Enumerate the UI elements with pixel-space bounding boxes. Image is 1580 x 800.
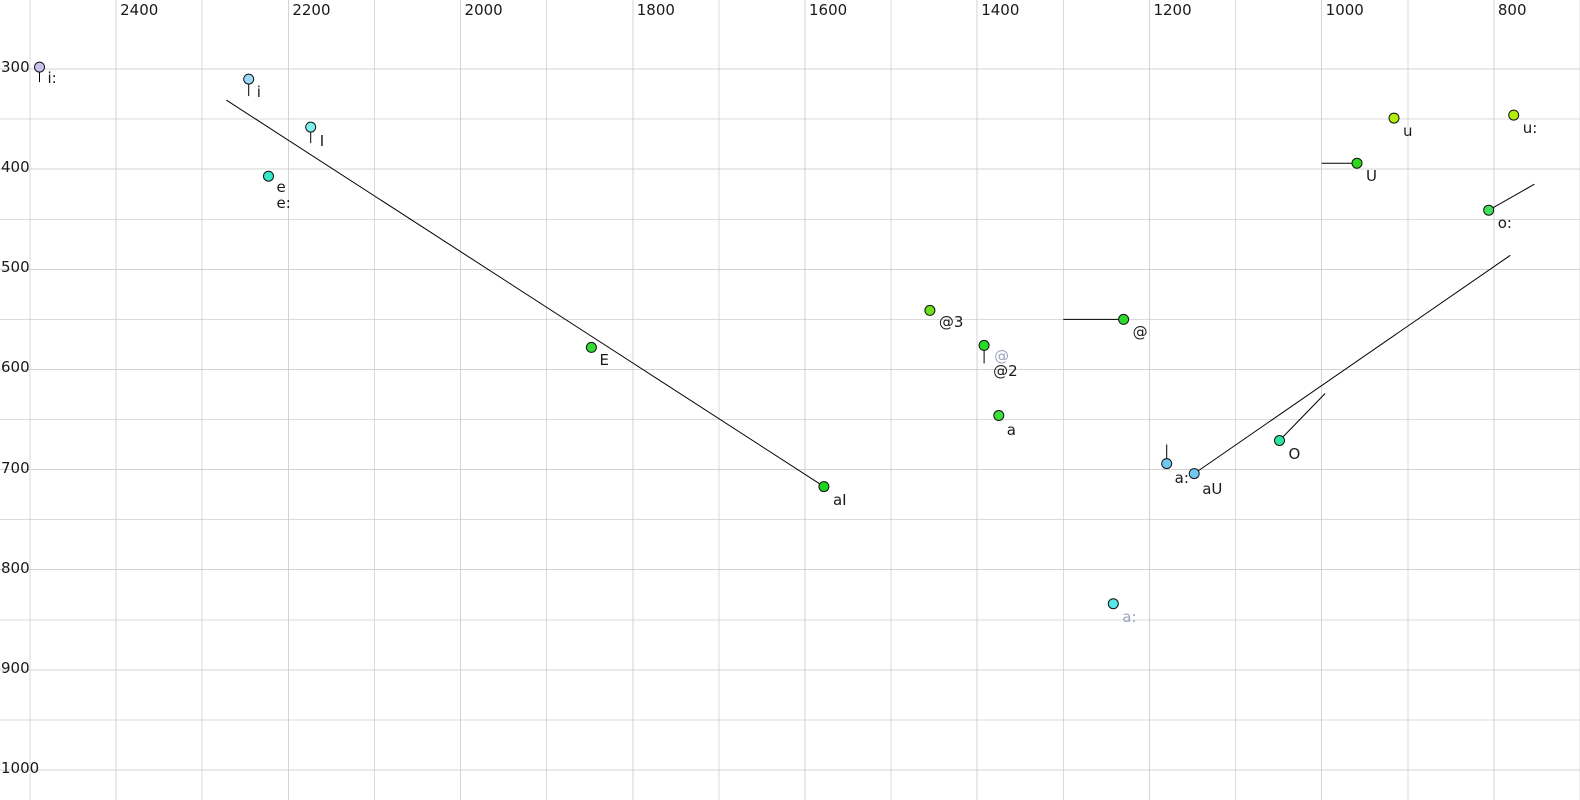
vowel-label: E	[599, 351, 609, 370]
vowel-dot[interactable]	[1483, 204, 1495, 216]
x-tick-label: 2200	[292, 1, 331, 19]
x-tick-label: 1800	[636, 1, 675, 19]
y-tick-label: 800	[1, 558, 30, 577]
x-tick-label: 800	[1497, 1, 1527, 19]
vowel-dot[interactable]	[34, 61, 45, 73]
vowel-label: a:	[1174, 468, 1189, 487]
vowel-dot[interactable]	[818, 481, 830, 493]
x-tick-label: 1000	[1325, 1, 1364, 19]
vowel-label: o:	[1497, 214, 1512, 233]
diphthong-aI-track	[226, 99, 825, 488]
o-track	[1488, 183, 1535, 211]
vowel-dot[interactable]	[263, 170, 274, 182]
vowel-label: aU	[1202, 479, 1223, 498]
vowel-dot[interactable]	[1351, 157, 1363, 169]
y-tick-label: 1000	[1, 758, 40, 777]
vowel-dot[interactable]	[1118, 313, 1130, 325]
y-tick-label: 300	[1, 58, 30, 77]
vowel-label: i:	[47, 69, 57, 88]
vowel-dot[interactable]	[1274, 435, 1285, 446]
vowel-dot[interactable]	[924, 304, 936, 316]
vowel-label: O	[1288, 444, 1301, 463]
y-tick-label: 700	[1, 458, 30, 477]
vowel-label: @	[1132, 323, 1148, 342]
vowel-label: I	[319, 132, 325, 151]
O-track	[1279, 393, 1326, 441]
vowel-label: e:	[276, 194, 291, 213]
x-tick-label: 1200	[1153, 1, 1192, 19]
x-tick-label: 2400	[120, 1, 159, 19]
y-tick-label: 600	[1, 358, 30, 377]
y-tick-label: 500	[1, 258, 30, 277]
vowel-dot[interactable]	[1107, 598, 1119, 610]
diphthong-aU-track	[1193, 254, 1511, 475]
vowel-label: u	[1403, 122, 1413, 141]
y-tick-label: 400	[1, 158, 30, 177]
vowel-dot[interactable]	[243, 73, 255, 85]
vowel-label: i	[256, 83, 261, 102]
vowel-label: e	[276, 178, 286, 197]
vowel-dots	[34, 61, 1520, 610]
vowel-dot[interactable]	[1508, 109, 1520, 121]
y-tick-label: 900	[1, 658, 30, 677]
vowel-label: a	[1006, 420, 1016, 439]
vowel-dot[interactable]	[993, 410, 1005, 421]
vowel-label: a:	[1122, 607, 1137, 626]
vowel-dot[interactable]	[585, 341, 597, 353]
x-tick-label: 1400	[981, 1, 1020, 19]
vowel-dot[interactable]	[305, 121, 317, 133]
vowel-label: @	[994, 347, 1010, 366]
vowel-label: U	[1365, 167, 1377, 186]
vowel-label: aI	[832, 490, 847, 509]
vowel-dot[interactable]	[1388, 112, 1400, 124]
vowel-dot[interactable]	[1188, 468, 1200, 480]
x-tick-label: 2000	[464, 1, 503, 19]
trajectory-lines	[39, 67, 1535, 488]
vowel-label: @2	[993, 362, 1018, 381]
x-tick-label: 1600	[809, 1, 848, 19]
vowel-label: @3	[938, 313, 964, 332]
vowel-label: u:	[1522, 119, 1538, 138]
vowel-dot[interactable]	[978, 339, 990, 351]
vowel-dot[interactable]	[1161, 458, 1173, 470]
